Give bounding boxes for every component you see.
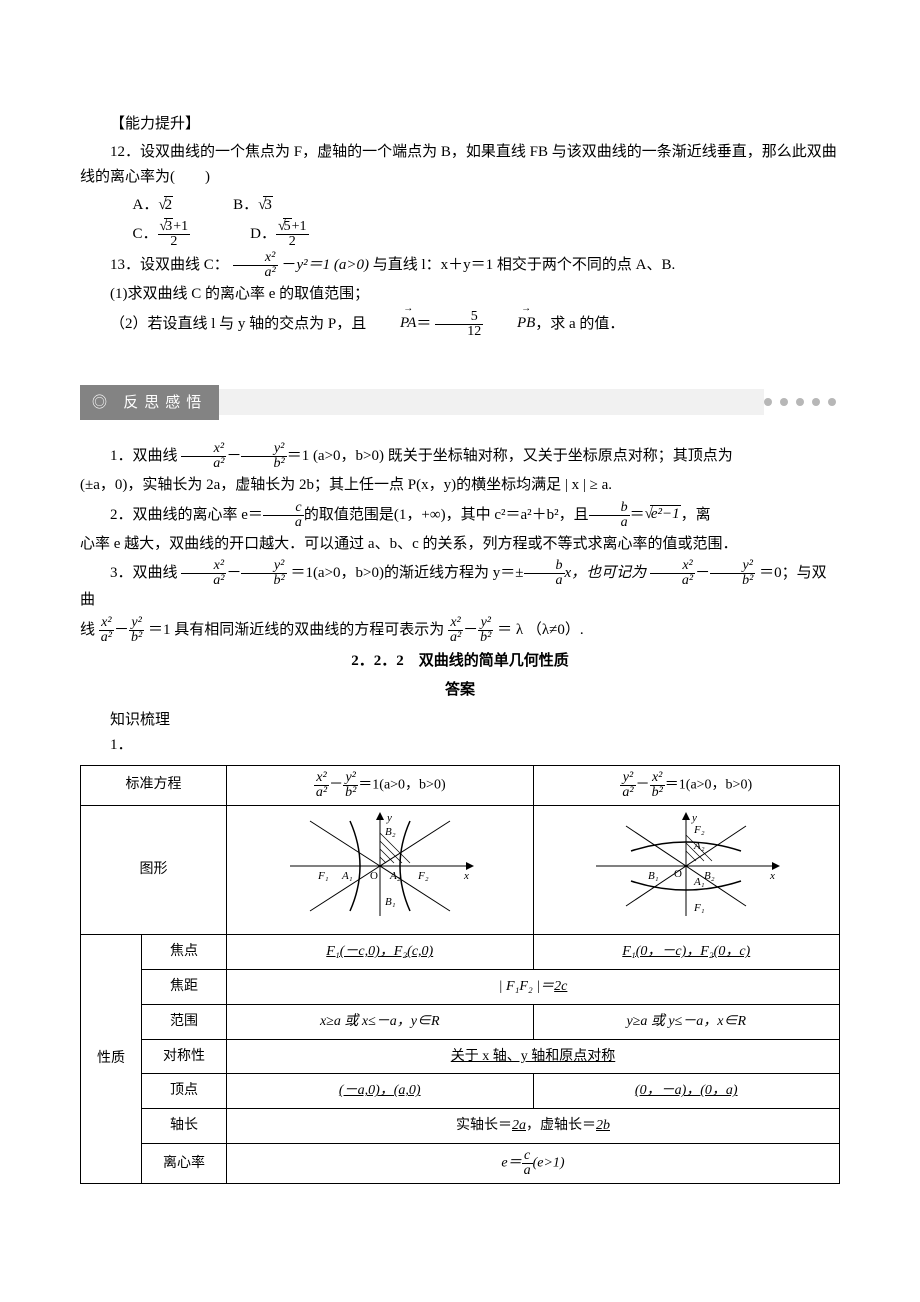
reflect-2: 2．双曲线的离心率 e＝ca的取值范围是(1，+∞)，其中 c²＝a²＋b²，且… — [80, 501, 840, 530]
cell-fd-label: 焦距 — [142, 970, 227, 1005]
svg-text:x: x — [463, 870, 469, 882]
cell-foci2: F₁(0，－c)，F₂(0，c) — [533, 935, 840, 970]
cell-ecc: e＝ca(e>1) — [227, 1144, 840, 1184]
cell-shape: 图形 — [81, 805, 227, 935]
q13-part2: （2）若设直线 l 与 y 轴的交点为 P，且 PA＝ 512 PB，求 a 的… — [80, 310, 840, 339]
cell-range-label: 范围 — [142, 1004, 227, 1039]
num-1: 1． — [80, 733, 840, 759]
reflect-3: 3．双曲线 x²a²－y²b² ＝1(a>0，b>0)的渐近线方程为 y＝±ba… — [80, 559, 840, 614]
option-b: B．3 — [233, 193, 273, 219]
cell-properties: 性质 — [81, 935, 142, 1184]
option-c: C．3+12 — [133, 220, 191, 249]
reflect-banner: ◎ 反思感悟 — [80, 385, 840, 421]
svg-text:y: y — [691, 812, 697, 824]
q12-options: A．2 B．3 C．3+12 D．5+12 — [133, 193, 841, 250]
svg-text:x: x — [769, 870, 775, 882]
knowledge-heading: 知识梳理 — [80, 708, 840, 734]
svg-text:O: O — [370, 870, 378, 882]
option-d: D．5+12 — [250, 220, 308, 249]
cell-range2: y≥a 或 y≤－a，x∈R — [533, 1004, 840, 1039]
cell-fd: | F₁F₂ |＝2c — [227, 970, 840, 1005]
cell-eq1: x²a²－y²b²＝1(a>0，b>0) — [227, 765, 534, 805]
svg-text:F₁: F₁ — [693, 902, 705, 914]
svg-text:y: y — [386, 812, 392, 824]
svg-text:F₂: F₂ — [693, 824, 705, 836]
reflect-1: 1．双曲线 x²a²－y²b²＝1 (a>0，b>0) 既关于坐标轴对称，又关于… — [80, 442, 840, 471]
svg-text:B₁: B₁ — [385, 896, 396, 908]
svg-text:B₂: B₂ — [704, 870, 715, 882]
cell-foci-label: 焦点 — [142, 935, 227, 970]
answer-title-2: 答案 — [80, 678, 840, 704]
svg-text:A₁: A₁ — [693, 876, 705, 888]
cell-vertex1: (－a,0)，(a,0) — [227, 1074, 534, 1109]
cell-range1: x≥a 或 x≤－a，y∈R — [227, 1004, 534, 1039]
cell-axis: 实轴长＝2a，虚轴长＝2b — [227, 1109, 840, 1144]
answer-title-1: 2．2．2 双曲线的简单几何性质 — [80, 649, 840, 675]
reflect-3-line2: 线 x²a²－y²b² ＝1 具有相同渐近线的双曲线的方程可表示为 x²a²－y… — [80, 616, 840, 645]
hyperbola-vertical-icon: y F₂ A₂ B₁ O B₂ A₁ F₁ x — [586, 811, 786, 921]
reflect-1-line2: (±a，0)，实轴长为 2a，虚轴长为 2b；其上任一点 P(x，y)的横坐标均… — [80, 473, 840, 499]
circle-icon: ◎ — [92, 394, 113, 411]
cell-std-eq: 标准方程 — [81, 765, 227, 805]
cell-diagram-v: y F₂ A₂ B₁ O B₂ A₁ F₁ x — [533, 805, 840, 935]
svg-text:B₂: B₂ — [385, 826, 396, 838]
cell-ecc-label: 离心率 — [142, 1144, 227, 1184]
cell-sym-label: 对称性 — [142, 1039, 227, 1074]
cell-diagram-h: y B₂ F₁ A₁ O A₂ F₂ B₁ x — [227, 805, 534, 935]
properties-table: 标准方程 x²a²－y²b²＝1(a>0，b>0) y²a²－x²b²＝1(a>… — [80, 765, 840, 1185]
q12-stem: 12．设双曲线的一个焦点为 F，虚轴的一个端点为 B，如果直线 FB 与该双曲线… — [80, 140, 840, 191]
svg-text:A₂: A₂ — [693, 840, 705, 852]
cell-foci1: F₁(－c,0)，F₂(c,0) — [227, 935, 534, 970]
svg-text:A₁: A₁ — [341, 870, 353, 882]
cell-vertex2: (0，－a)，(0，a) — [533, 1074, 840, 1109]
cell-axis-label: 轴长 — [142, 1109, 227, 1144]
cell-eq2: y²a²－x²b²＝1(a>0，b>0) — [533, 765, 840, 805]
svg-text:A₂: A₂ — [389, 870, 401, 882]
cell-vertex-label: 顶点 — [142, 1074, 227, 1109]
svg-text:F₁: F₁ — [317, 870, 329, 882]
q13-part1: (1)求双曲线 C 的离心率 e 的取值范围； — [80, 282, 840, 308]
cell-sym: 关于 x 轴、y 轴和原点对称 — [227, 1039, 840, 1074]
option-a: A．2 — [133, 193, 174, 219]
q13-stem: 13．设双曲线 C： x²a² －y²＝1 (a>0) 与直线 l：x＋y＝1 … — [80, 251, 840, 280]
hyperbola-horizontal-icon: y B₂ F₁ A₁ O A₂ F₂ B₁ x — [280, 811, 480, 921]
reflect-2-line2: 心率 e 越大，双曲线的开口越大．可以通过 a、b、c 的关系，列方程或不等式求… — [80, 532, 840, 558]
section-heading: 【能力提升】 — [80, 112, 840, 138]
svg-text:O: O — [674, 868, 682, 880]
dots-icon — [764, 398, 840, 406]
svg-text:F₂: F₂ — [417, 870, 429, 882]
svg-text:B₁: B₁ — [648, 870, 659, 882]
